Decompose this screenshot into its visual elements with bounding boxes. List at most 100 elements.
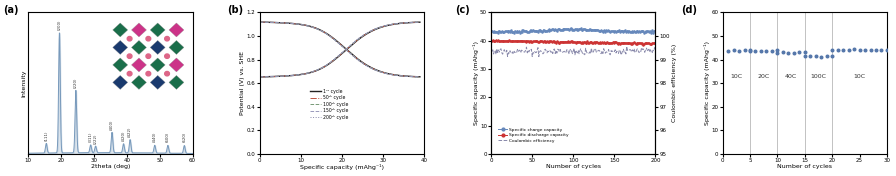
Y-axis label: Specific capacity (mAhg⁻¹): Specific capacity (mAhg⁻¹)	[472, 41, 478, 125]
Specific charge capacity	[518, 29, 529, 31]
Text: (b): (b)	[227, 5, 243, 15]
Coulombic efficiency	[621, 45, 632, 48]
Specific discharge capacity	[496, 40, 507, 42]
Text: (311): (311)	[89, 132, 92, 143]
Text: (200): (200)	[57, 20, 62, 30]
Point	[743, 49, 757, 51]
1ˢᵗ cycle	[415, 21, 426, 23]
Line: Coulombic efficiency: Coulombic efficiency	[492, 46, 656, 57]
Point	[836, 49, 850, 52]
50ᵗʰ cycle	[330, 58, 340, 60]
Coulombic efficiency	[643, 48, 654, 50]
Text: (422): (422)	[128, 127, 132, 137]
Point	[781, 52, 796, 55]
Line: 200ᵗʰ cycle: 200ᵗʰ cycle	[260, 22, 418, 77]
150ᵗʰ cycle	[331, 57, 341, 59]
Specific discharge capacity	[531, 40, 542, 42]
Legend: Specific charge capacity, Specific discharge capacity, Coulombic efficiency: Specific charge capacity, Specific disch…	[496, 126, 571, 145]
150ᵗʰ cycle	[330, 58, 340, 60]
Point	[727, 49, 741, 52]
Point	[808, 54, 823, 57]
Specific charge capacity	[487, 30, 497, 32]
X-axis label: Number of cycles: Number of cycles	[777, 164, 832, 169]
50ᵗʰ cycle	[254, 76, 265, 78]
Point	[857, 48, 872, 51]
Legend: 1ˢᵗ cycle, 50ᵗʰ cycle, 100ᵗʰ cycle, 150ᵗʰ cycle, 200ᵗʰ cycle: 1ˢᵗ cycle, 50ᵗʰ cycle, 100ᵗʰ cycle, 150ᵗ…	[308, 87, 350, 121]
X-axis label: Specific capacity (mAhg⁻¹): Specific capacity (mAhg⁻¹)	[300, 164, 383, 170]
Point	[776, 50, 790, 53]
Text: (420): (420)	[122, 131, 125, 141]
Point	[797, 51, 812, 54]
Text: (222): (222)	[93, 133, 98, 144]
Line: 100ᵗʰ cycle: 100ᵗʰ cycle	[260, 22, 419, 77]
Point	[803, 54, 817, 57]
Specific discharge capacity	[638, 43, 649, 46]
200ᵗʰ cycle	[409, 21, 419, 23]
Coulombic efficiency	[533, 56, 544, 58]
Y-axis label: Potential (V) vs. SHE: Potential (V) vs. SHE	[240, 51, 246, 115]
1ˢᵗ cycle	[341, 49, 352, 51]
200ᵗʰ cycle	[349, 41, 359, 43]
Text: (600): (600)	[166, 132, 170, 143]
Point	[825, 55, 840, 58]
Specific discharge capacity	[487, 40, 497, 42]
50ᵗʰ cycle	[410, 21, 421, 23]
Point	[820, 55, 834, 58]
Text: (440): (440)	[152, 132, 157, 143]
Text: (a): (a)	[4, 5, 19, 15]
100ᵗʰ cycle	[330, 58, 340, 60]
Specific charge capacity	[650, 30, 661, 33]
Specific charge capacity	[496, 30, 507, 32]
Point	[732, 49, 746, 52]
150ᵗʰ cycle	[384, 24, 395, 26]
Specific charge capacity	[493, 30, 504, 32]
150ᵗʰ cycle	[349, 41, 359, 43]
100ᵗʰ cycle	[385, 24, 396, 26]
Point	[869, 49, 883, 52]
Point	[787, 51, 801, 54]
X-axis label: Number of cycles: Number of cycles	[546, 164, 601, 169]
150ᵗʰ cycle	[409, 21, 420, 23]
200ᵗʰ cycle	[330, 58, 340, 60]
50ᵗʰ cycle	[414, 21, 425, 23]
1ˢᵗ cycle	[385, 24, 396, 26]
50ᵗʰ cycle	[340, 49, 351, 51]
50ᵗʰ cycle	[332, 57, 342, 59]
Text: 100C: 100C	[811, 74, 826, 78]
100ᵗʰ cycle	[340, 49, 351, 51]
100ᵗʰ cycle	[331, 57, 341, 59]
Point	[765, 50, 780, 53]
1ˢᵗ cycle	[349, 41, 360, 43]
Y-axis label: Intensity: Intensity	[22, 69, 27, 97]
Y-axis label: Coulombic efficiency (%): Coulombic efficiency (%)	[671, 44, 676, 122]
Text: (c): (c)	[455, 5, 470, 15]
Coulombic efficiency	[487, 50, 497, 52]
Point	[825, 49, 840, 51]
Point	[754, 50, 768, 52]
100ᵗʰ cycle	[254, 76, 265, 78]
Point	[797, 54, 812, 57]
Specific discharge capacity	[650, 42, 661, 44]
Coulombic efficiency	[493, 49, 504, 51]
Line: 150ᵗʰ cycle: 150ᵗʰ cycle	[260, 22, 418, 77]
Text: 20C: 20C	[757, 74, 770, 78]
Coulombic efficiency	[638, 48, 649, 50]
1ˢᵗ cycle	[331, 58, 341, 60]
100ᵗʰ cycle	[349, 41, 360, 43]
Point	[721, 49, 736, 52]
Point	[852, 49, 866, 51]
150ᵗʰ cycle	[340, 49, 351, 51]
Text: (220): (220)	[73, 77, 78, 88]
150ᵗʰ cycle	[413, 21, 424, 23]
Specific charge capacity	[531, 30, 542, 32]
Point	[792, 50, 806, 53]
1ˢᵗ cycle	[332, 57, 342, 59]
Text: (620): (620)	[182, 132, 186, 143]
X-axis label: 2theta (deg): 2theta (deg)	[90, 164, 130, 169]
Specific charge capacity	[643, 31, 654, 33]
Point	[880, 48, 894, 51]
Point	[743, 50, 757, 53]
Point	[847, 48, 861, 51]
Text: 10C: 10C	[854, 74, 866, 78]
Text: (111): (111)	[44, 130, 48, 141]
